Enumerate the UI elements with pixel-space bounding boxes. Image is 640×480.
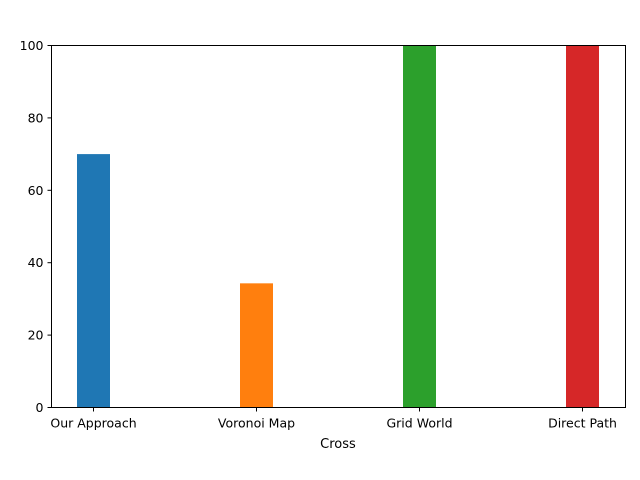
plot-frame	[51, 45, 626, 408]
bar-direct-path	[566, 45, 599, 408]
y-tick-label: 20	[28, 328, 44, 343]
y-axis: 0 20 40 60 80 100	[20, 38, 52, 415]
x-axis-label: Cross	[320, 437, 356, 452]
x-tick-label: Voronoi Map	[218, 416, 295, 431]
y-tick-label: 40	[28, 255, 44, 270]
y-tick-label: 80	[28, 110, 44, 125]
x-tick-label: Direct Path	[548, 416, 617, 431]
bar-grid-world	[403, 45, 436, 408]
bars-group	[77, 45, 599, 408]
x-axis: Our Approach Voronoi Map Grid World Direct …	[50, 407, 617, 431]
y-tick-label: 100	[20, 38, 44, 53]
y-tick-label: 60	[28, 183, 44, 198]
bar-our-approach	[77, 154, 110, 408]
bar-voronoi-map	[240, 283, 273, 408]
y-tick-label: 0	[36, 400, 44, 415]
x-tick-label: Grid World	[386, 416, 452, 431]
x-tick-label: Our Approach	[50, 416, 136, 431]
